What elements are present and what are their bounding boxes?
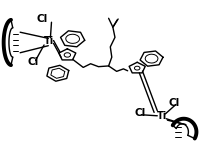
Text: Ti: Ti xyxy=(44,36,55,46)
Text: Ti: Ti xyxy=(156,111,167,121)
Text: Cl: Cl xyxy=(169,98,180,108)
Text: Cl: Cl xyxy=(28,57,39,67)
Text: Cl: Cl xyxy=(36,14,47,24)
Text: Cl: Cl xyxy=(135,108,146,118)
